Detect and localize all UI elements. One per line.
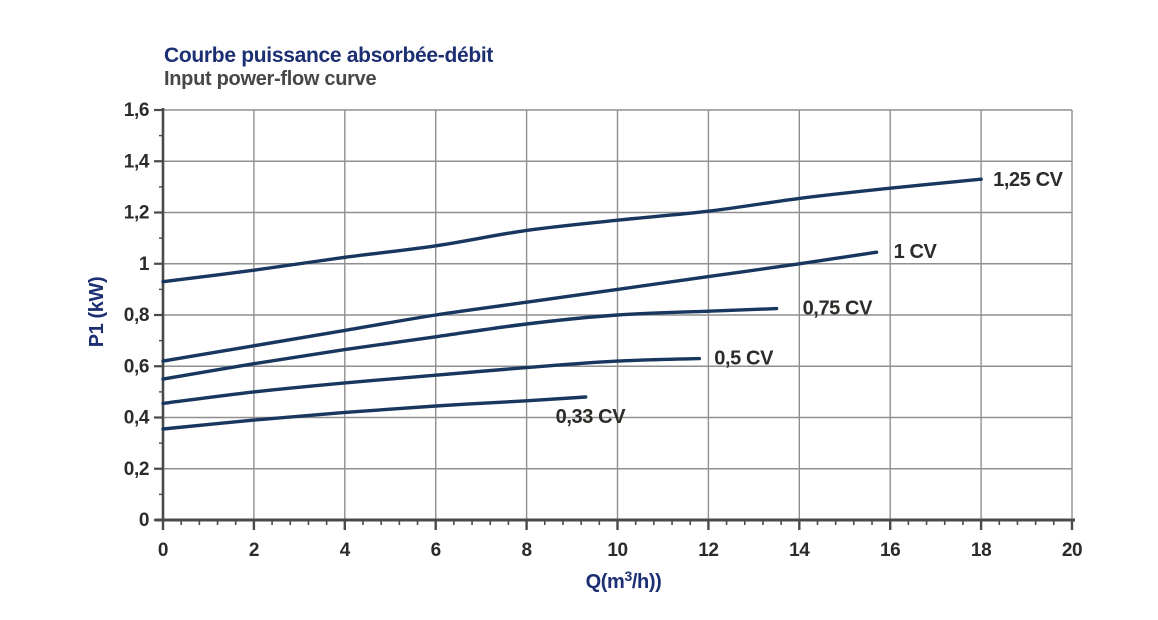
curve-1-CV	[161, 250, 879, 363]
curve-0-33-CV	[161, 395, 588, 431]
curve-0-5-CV	[161, 356, 701, 406]
curve-label-0-33-CV: 0,33 CV	[556, 406, 627, 428]
y-tick-label: 0,6	[124, 356, 149, 377]
chart-header: Courbe puissance absorbée-débit Input po…	[164, 44, 493, 91]
curve-1-25-CV	[161, 177, 983, 284]
y-tick-label: 0	[139, 510, 149, 531]
x-tick-label: 20	[1062, 540, 1082, 561]
curve-label-0-5-CV: 0,5 CV	[714, 348, 774, 370]
curve-0-75-CV	[161, 306, 779, 381]
chart-subtitle: Input power-flow curve	[164, 68, 377, 91]
y-tick-label: 1,2	[124, 203, 149, 224]
chart-title: Courbe puissance absorbée-débit	[164, 44, 494, 67]
curve-label-1-CV: 1 CV	[894, 241, 938, 263]
y-tick-label: 1	[139, 254, 150, 275]
x-tick-label: 12	[698, 540, 718, 561]
curve-label-0-75-CV: 0,75 CV	[803, 298, 874, 320]
y-axis-title: P1 (kW)	[86, 277, 108, 348]
y-tick-label: 1,4	[124, 151, 150, 172]
x-tick-label: 6	[431, 540, 441, 561]
x-tick-label: 0	[158, 540, 168, 561]
y-tick-label: 0,4	[124, 408, 150, 429]
y-tick-label: 0,8	[124, 305, 149, 326]
x-tick-label: 8	[522, 540, 532, 561]
x-tick-label: 18	[971, 540, 991, 561]
x-tick-label: 16	[880, 540, 900, 561]
x-tick-label: 4	[340, 540, 351, 561]
x-tick-label: 14	[789, 540, 810, 561]
x-axis-title: Q(m3/h))	[586, 568, 662, 593]
y-tick-label: 0,2	[124, 459, 149, 480]
x-tick-label: 2	[249, 540, 259, 561]
x-tick-label: 10	[607, 540, 627, 561]
y-tick-label: 1,6	[124, 100, 149, 121]
curve-label-1-25-CV: 1,25 CV	[993, 169, 1064, 191]
